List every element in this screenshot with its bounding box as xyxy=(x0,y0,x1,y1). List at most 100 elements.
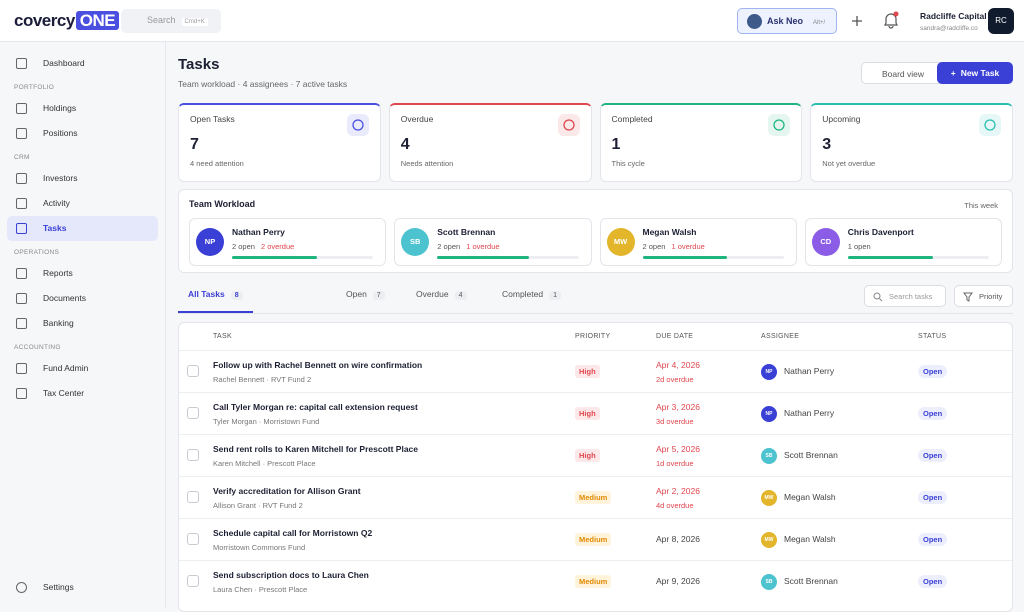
open-count: 1 open xyxy=(847,242,871,251)
bell-icon[interactable] xyxy=(883,11,899,29)
status-badge: Open xyxy=(918,407,948,420)
tab[interactable]: Open 7 xyxy=(346,289,385,313)
task-search[interactable]: Search tasks xyxy=(864,285,946,307)
nav-label: Tax Center xyxy=(43,388,85,398)
search-box[interactable]: Search Cmd+K xyxy=(121,9,221,33)
nav-item[interactable]: Holdings xyxy=(7,96,158,121)
plus: + xyxy=(950,68,956,78)
nav-label: Dashboard xyxy=(43,58,85,68)
avatar: SB xyxy=(401,228,430,256)
nav-item[interactable]: Investors xyxy=(7,166,158,191)
nav-item[interactable]: Dashboard xyxy=(7,51,158,76)
checkbox[interactable] xyxy=(187,407,199,419)
nav-label: Settings xyxy=(43,582,74,592)
nav-item[interactable]: Banking xyxy=(7,311,158,336)
member-counts: 2 open 1 overdue xyxy=(643,242,705,251)
checkbox[interactable] xyxy=(187,575,199,587)
checkbox[interactable] xyxy=(187,491,199,503)
priority-badge: Medium xyxy=(575,575,612,588)
user-avatar[interactable]: RC xyxy=(988,8,1014,34)
ask-icon xyxy=(747,14,762,29)
avatar: SB xyxy=(761,448,777,464)
stat-card: Completed 1 This cycle xyxy=(599,103,803,182)
stat-label: Open Tasks xyxy=(190,114,235,124)
nav-label: Activity xyxy=(43,198,70,208)
task-title: Send rent rolls to Karen Mitchell for Pr… xyxy=(213,444,418,454)
task-row[interactable]: Verify accreditation for Allison Grant Al… xyxy=(179,476,1012,518)
icon xyxy=(352,119,364,131)
column-header: ASSIGNEE xyxy=(761,333,800,340)
tab-label: Completed xyxy=(502,289,544,299)
due-note: 3d overdue xyxy=(656,417,694,426)
assignee-name: Nathan Perry xyxy=(784,366,835,376)
tab[interactable]: All Tasks 8 xyxy=(178,289,253,313)
member-card[interactable]: CD Chris Davenport 1 open xyxy=(804,218,1002,266)
user[interactable]: Radcliffe Capital sandra@radcliffe.co xyxy=(920,11,987,32)
stats: Open Tasks 7 4 need attention Overdue 4 Needs… xyxy=(178,103,1013,182)
assignee-name: Megan Walsh xyxy=(784,492,836,502)
nav-icon xyxy=(16,582,27,593)
section-label: ACCOUNTING xyxy=(14,344,61,351)
open-count: 2 open xyxy=(437,242,461,251)
member-card[interactable]: MW Megan Walsh 2 open 1 overdue xyxy=(599,218,797,266)
avatar: MW xyxy=(761,532,777,548)
nav-item[interactable]: Tasks xyxy=(7,216,158,241)
task-row[interactable]: Send subscription docs to Laura Chen Laur… xyxy=(179,560,1012,602)
nav-item[interactable]: Fund Admin xyxy=(7,356,158,381)
overdue-count: 1 overdue xyxy=(671,242,705,251)
tab[interactable]: Completed 1 xyxy=(502,289,562,313)
task-row[interactable]: Send rent rolls to Karen Mitchell for Pr… xyxy=(179,434,1012,476)
board-view-button[interactable]: Board view xyxy=(861,62,945,84)
section-label: CRM xyxy=(14,154,30,161)
nav-item[interactable]: Settings xyxy=(7,575,159,600)
status-badge: Open xyxy=(918,533,948,546)
stat-label: Completed xyxy=(611,114,653,124)
progress-fill xyxy=(232,256,317,259)
column-header: TASK xyxy=(213,333,232,340)
nav-item[interactable]: Activity xyxy=(7,191,158,216)
new-task-button[interactable]: + New Task xyxy=(937,62,1013,84)
checkbox[interactable] xyxy=(187,533,199,545)
task-row[interactable]: Call Tyler Morgan re: capital call exten… xyxy=(179,392,1012,434)
priority-filter[interactable]: Priority xyxy=(954,285,1013,307)
due-date: Apr 2, 2026 xyxy=(656,486,700,496)
member-card[interactable]: SB Scott Brennan 2 open 1 overdue xyxy=(394,218,592,266)
tabs: Search tasks Priority All Tasks 8 Open 7 Ove… xyxy=(178,276,1013,314)
stat-label: Upcoming xyxy=(822,114,861,124)
task-subtitle: Morristown Commons Fund xyxy=(213,543,306,552)
tab[interactable]: Overdue 4 xyxy=(416,289,467,313)
stat-card: Open Tasks 7 4 need attention xyxy=(178,103,381,182)
ask-button[interactable]: Ask Neo Alt+/ xyxy=(737,8,837,34)
task-row[interactable]: Follow up with Rachel Bennett on wire co… xyxy=(179,350,1012,392)
stat-icon xyxy=(768,114,791,136)
member-card[interactable]: NP Nathan Perry 2 open 2 overdue xyxy=(189,218,387,266)
task-subtitle: Karen Mitchell · Prescott Place xyxy=(213,459,316,468)
overdue-count: 2 overdue xyxy=(260,242,295,251)
avatar: NP xyxy=(196,228,224,256)
nav-item[interactable]: Documents xyxy=(7,286,158,311)
avatar: SB xyxy=(761,574,777,590)
nav-icon xyxy=(16,198,27,209)
checkbox[interactable] xyxy=(187,449,199,461)
member-name: Megan Walsh xyxy=(642,227,697,237)
nav-item[interactable]: Tax Center xyxy=(7,381,158,406)
member-name: Chris Davenport xyxy=(847,227,914,237)
logo-badge: ONE xyxy=(75,11,120,30)
checkbox[interactable] xyxy=(187,365,199,377)
nav-item[interactable]: Positions xyxy=(7,121,158,146)
stat-note: Not yet overdue xyxy=(822,159,876,168)
overdue-count: 1 overdue xyxy=(466,242,500,251)
progress-track xyxy=(232,256,374,259)
avatar: NP xyxy=(761,406,777,422)
status-badge: Open xyxy=(918,449,948,462)
task-row[interactable]: Schedule capital call for Morristown Q2 M… xyxy=(179,518,1012,560)
task-title: Call Tyler Morgan re: capital call exten… xyxy=(213,402,418,412)
task-subtitle: Allison Grant · RVT Fund 2 xyxy=(213,501,303,510)
add-icon[interactable] xyxy=(851,15,863,27)
nav-item[interactable]: Reports xyxy=(7,261,158,286)
priority-badge: High xyxy=(575,449,600,462)
ask-label: Ask Neo xyxy=(767,16,804,26)
logo[interactable]: covercy ONE xyxy=(14,11,120,31)
nav-icon xyxy=(16,363,27,374)
search-placeholder: Search xyxy=(147,15,176,25)
